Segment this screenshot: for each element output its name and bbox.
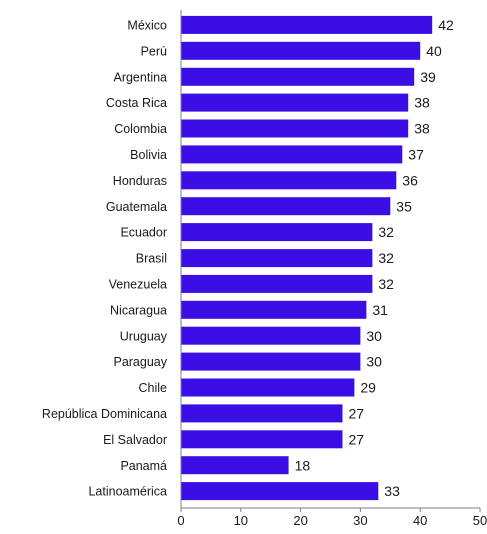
x-tick-label-0: 0 [177,513,184,528]
data-label-11: 31 [372,302,388,318]
bar-4 [181,119,409,138]
bar-7 [181,197,391,216]
data-label-0: 42 [438,17,454,33]
data-label-15: 27 [349,405,365,421]
bar-12 [181,326,361,345]
bar-10 [181,274,373,293]
category-label-2: Argentina [113,70,167,84]
bar-3 [181,93,409,112]
category-label-10: Venezuela [109,277,167,291]
bar-16 [181,430,343,449]
bar-13 [181,352,361,371]
bar-6 [181,171,397,190]
data-label-8: 32 [378,224,394,240]
category-label-17: Panamá [120,459,167,473]
bar-9 [181,249,373,268]
bar-14 [181,378,355,397]
data-label-4: 38 [414,121,430,137]
data-label-10: 32 [378,276,394,292]
bar-18 [181,482,379,501]
category-label-7: Guatemala [106,200,167,214]
category-label-16: El Salvador [103,433,167,447]
x-axis: 0 10 20 30 40 50 [177,10,487,528]
category-label-11: Nicaragua [110,303,167,317]
data-label-1: 40 [426,43,442,59]
x-tick-label-2: 20 [293,513,307,528]
bars-group [181,15,433,501]
data-label-2: 39 [420,69,436,85]
category-labels-group: México Perú Argentina Costa Rica Colombia Bol… [42,18,168,498]
bar-1 [181,41,421,60]
data-label-13: 30 [366,354,382,370]
category-label-4: Colombia [114,122,167,136]
x-tick-label-1: 10 [234,513,248,528]
category-label-13: Paraguay [113,355,167,369]
data-label-17: 18 [295,457,311,473]
category-label-12: Uruguay [120,329,168,343]
data-label-6: 36 [402,172,418,188]
data-label-7: 35 [396,198,412,214]
data-label-3: 38 [414,95,430,111]
category-label-8: Ecuador [120,226,167,240]
data-label-5: 37 [408,146,424,162]
x-tick-label-3: 30 [353,513,367,528]
bar-0 [181,15,433,34]
x-tick-label-4: 40 [413,513,427,528]
category-label-0: México [127,18,167,32]
bar-15 [181,404,343,423]
category-label-1: Perú [141,44,167,58]
data-label-16: 27 [349,431,365,447]
bar-5 [181,145,403,164]
category-label-18: Latinoamérica [88,485,167,499]
category-label-14: Chile [139,381,168,395]
data-label-14: 29 [360,380,376,396]
bar-8 [181,223,373,242]
bar-17 [181,456,289,475]
category-label-9: Brasil [136,252,167,266]
category-label-5: Bolivia [130,148,167,162]
data-label-9: 32 [378,250,394,266]
x-tick-label-5: 50 [473,513,487,528]
bar-11 [181,300,367,319]
category-label-15: República Dominicana [42,407,167,421]
data-label-12: 30 [366,328,382,344]
category-label-3: Costa Rica [106,96,167,110]
bar-2 [181,67,415,86]
data-label-18: 33 [384,483,400,499]
category-label-6: Honduras [113,174,167,188]
